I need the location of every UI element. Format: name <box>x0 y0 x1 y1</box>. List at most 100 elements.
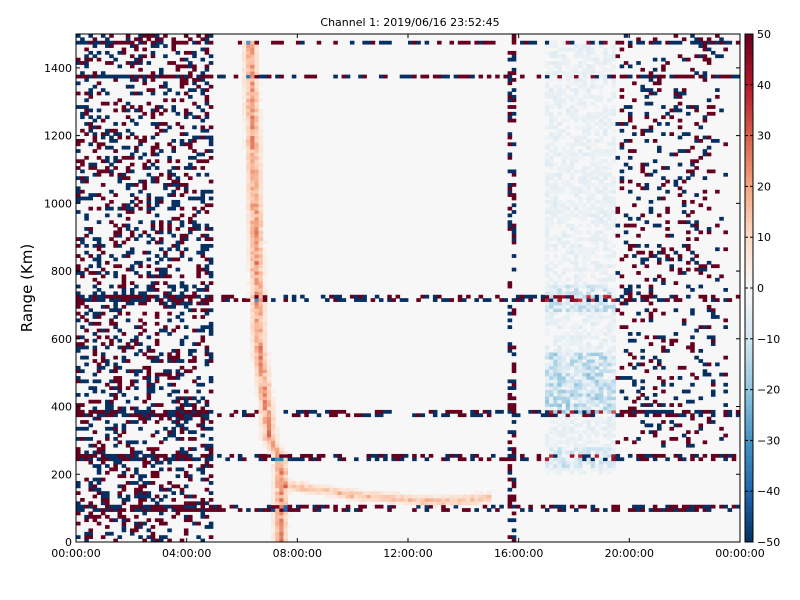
heatmap-cell <box>200 315 206 319</box>
heatmap-cell <box>196 78 201 82</box>
heatmap-cell <box>121 108 127 113</box>
heatmap-cell <box>258 247 264 252</box>
heatmap-cell <box>553 403 558 407</box>
heatmap-cell <box>607 288 612 292</box>
heatmap-cell <box>250 138 255 143</box>
heatmap-cell <box>134 135 139 140</box>
heatmap-cell <box>167 369 172 374</box>
heatmap-cell <box>188 352 193 357</box>
heatmap-cell <box>96 457 102 462</box>
heatmap-cell <box>283 494 289 499</box>
heatmap-cell <box>109 318 114 323</box>
heatmap-cell <box>337 298 342 302</box>
heatmap-cell <box>578 284 583 289</box>
heatmap-cell <box>383 494 388 499</box>
heatmap-cell <box>507 220 513 225</box>
heatmap-cell <box>681 88 687 92</box>
heatmap-cell <box>171 497 176 502</box>
heatmap-cell <box>553 84 558 89</box>
heatmap-cell <box>246 128 251 133</box>
heatmap-cell <box>271 470 276 475</box>
heatmap-cell <box>105 494 110 499</box>
heatmap-cell <box>109 54 114 59</box>
heatmap-cell <box>88 399 93 404</box>
heatmap-cell <box>100 101 106 106</box>
heatmap-cell <box>627 166 633 170</box>
heatmap-cell <box>553 172 558 177</box>
heatmap-cell <box>134 74 139 79</box>
heatmap-cell <box>129 264 135 269</box>
heatmap-cell <box>586 128 591 133</box>
heatmap-cell <box>586 118 591 123</box>
heatmap-cell <box>594 352 600 357</box>
heatmap-cell <box>196 74 201 79</box>
heatmap-cell <box>154 132 160 136</box>
heatmap-cell <box>603 396 608 401</box>
heatmap-cell <box>179 220 185 225</box>
heatmap-cell <box>84 267 89 272</box>
heatmap-cell <box>88 528 93 533</box>
heatmap-cell <box>574 115 579 120</box>
heatmap-cell <box>569 233 575 238</box>
heatmap-cell <box>549 125 554 130</box>
heatmap-cell <box>590 376 596 380</box>
heatmap-cell <box>557 67 562 72</box>
heatmap-cell <box>482 494 488 499</box>
heatmap-cell <box>204 223 210 228</box>
heatmap-cell <box>565 166 571 170</box>
heatmap-cell <box>557 61 562 65</box>
heatmap-cell <box>366 40 372 45</box>
heatmap-cell <box>574 406 579 411</box>
heatmap-cell <box>603 128 608 133</box>
heatmap-cell <box>204 203 210 208</box>
heatmap-cell <box>387 294 392 299</box>
heatmap-cell <box>138 332 143 336</box>
heatmap-cell <box>594 240 600 245</box>
heatmap-cell <box>549 460 554 465</box>
heatmap-cell <box>258 399 264 404</box>
heatmap-cell <box>690 345 695 350</box>
heatmap-cell <box>171 457 176 462</box>
heatmap-cell <box>192 101 197 106</box>
heatmap-cell <box>582 183 587 187</box>
heatmap-cell <box>134 227 139 231</box>
heatmap-cell <box>258 426 264 431</box>
heatmap-cell <box>150 447 156 451</box>
heatmap-cell <box>105 413 110 418</box>
heatmap-cell <box>138 260 143 265</box>
heatmap-cell <box>544 243 550 248</box>
heatmap-cell <box>611 426 616 431</box>
heatmap-cell <box>121 155 127 160</box>
heatmap-cell <box>511 203 517 208</box>
heatmap-cell <box>640 457 645 462</box>
heatmap-cell <box>159 504 164 509</box>
heatmap-cell <box>159 487 164 492</box>
heatmap-cell <box>507 132 513 136</box>
heatmap-cell <box>175 298 181 302</box>
heatmap-cell <box>590 386 596 390</box>
heatmap-cell <box>150 149 156 153</box>
heatmap-cell <box>507 497 513 502</box>
heatmap-cell <box>341 491 347 495</box>
heatmap-cell <box>271 450 276 455</box>
heatmap-cell <box>673 504 679 509</box>
heatmap-cell <box>113 437 118 441</box>
heatmap-cell <box>445 453 450 458</box>
heatmap-cell <box>445 494 450 499</box>
heatmap-cell <box>690 342 695 346</box>
heatmap-cell <box>109 34 114 38</box>
heatmap-cell <box>507 152 513 157</box>
heatmap-cell <box>677 135 683 140</box>
heatmap-cell <box>507 430 513 435</box>
heatmap-cell <box>549 267 554 272</box>
heatmap-cell <box>100 328 106 333</box>
heatmap-cell <box>603 359 608 363</box>
heatmap-cell <box>337 487 342 492</box>
heatmap-cell <box>258 125 264 130</box>
heatmap-cell <box>586 125 591 130</box>
heatmap-cell <box>495 508 500 512</box>
heatmap-cell <box>511 481 517 485</box>
heatmap-cell <box>88 531 93 536</box>
heatmap-cell <box>117 328 123 333</box>
heatmap-cell <box>408 74 413 79</box>
